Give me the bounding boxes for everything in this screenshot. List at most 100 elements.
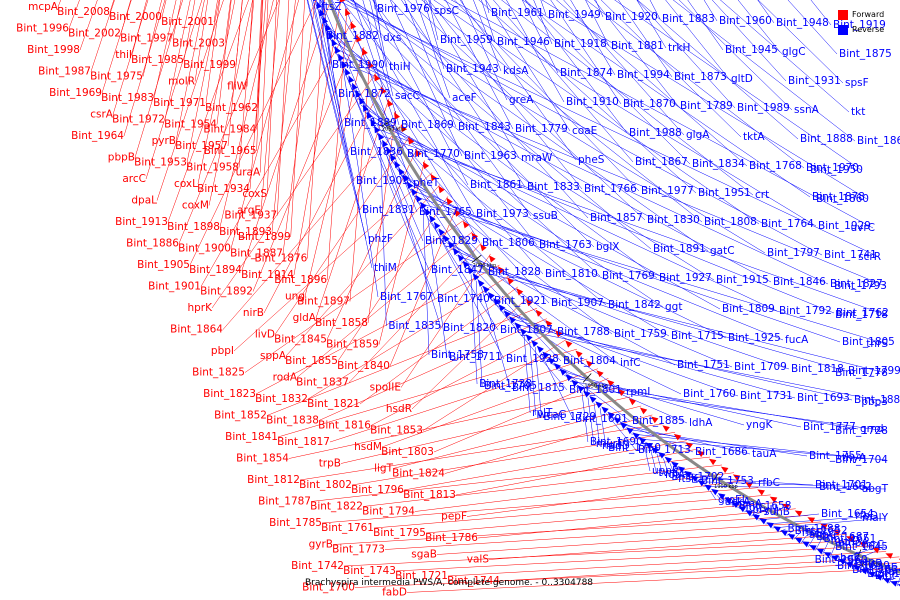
gene-label-reverse: Bint_1741 [824,249,877,261]
gene-arrow [498,304,506,312]
leader-line [112,0,149,115]
leader-line [600,0,742,138]
gene-arrow [684,470,692,478]
gene-label-reverse: Bint_1948 [776,17,829,29]
leader-line [501,0,754,196]
gene-arrow [355,90,362,98]
leader-line [319,0,343,124]
gene-label-reverse: tktA [743,131,765,143]
gene-arrow [362,104,369,112]
gene-arrow [596,370,604,378]
gene-label-forward: Bint_1855 [285,355,338,367]
gene-label-reverse: Bint_1770 [407,148,460,160]
gene-label-reverse: Bint_1762 [836,307,889,319]
gene-label-reverse: Bint_1928 [506,353,559,365]
leader-line [456,255,790,370]
gene-arrow [472,273,480,281]
leader-line [470,274,478,385]
leader-line [271,0,296,233]
leader-line [454,0,640,192]
gene-label-forward: Bint_1823 [203,388,256,400]
leader-line [364,112,721,310]
gene-arrow [525,334,533,342]
gene-label-forward: Bint_1969 [49,87,102,99]
gene-label-reverse: Bint_1789 [680,100,733,112]
gene-label-reverse: gmd [860,423,884,435]
gene-label-reverse: tkt [851,106,865,118]
leader-line [211,72,377,309]
leader-line [310,456,711,502]
leader-line [357,97,607,306]
gene-arrow [420,201,427,210]
gene-label-forward: Bint_1985 [131,54,184,66]
gene-arrow [356,34,362,43]
gene-arrow [757,489,765,496]
gene-arrow [350,21,357,30]
gene-label-reverse: Bint_1715 [671,330,724,342]
gene-label-reverse: Bint_1833 [527,181,580,193]
gene-label-reverse: Bint_1807 [500,324,553,336]
leader-line [296,231,474,378]
gene-arrow [446,197,453,205]
gene-arrow [677,466,686,473]
gene-arrow [429,215,436,223]
leader-line [815,538,822,551]
gene-arrow [607,379,615,387]
gene-label-reverse: Bint_1818 [791,363,844,375]
gene-label-reverse: Bint_1804 [563,355,616,367]
leader-line [422,209,430,356]
leader-line [178,0,280,244]
leader-line [822,540,829,555]
gene-label-forward: Bint_1984 [203,124,256,136]
gene-label-reverse: pryH [752,504,777,516]
leader-line [123,0,166,137]
leader-line [343,540,860,567]
gene-label-reverse: Bint_1806 [482,237,535,249]
leader-line [349,60,371,302]
leader-line [851,557,859,568]
gene-label-reverse: ftsZ [321,1,341,13]
gene-arrow [488,255,496,263]
gene-label-forward: hprK [187,302,213,314]
gene-label-reverse: Bint_1885 [632,415,685,427]
gene-label-reverse: uppP [652,465,678,477]
gene-label-reverse: Bint_1950 [810,164,863,176]
gene-label-forward: rodA [273,372,298,384]
leader-line [224,0,231,44]
gene-arrow [782,503,790,510]
gene-arrow [374,125,381,134]
leader-line [703,485,887,490]
leader-line [359,286,519,405]
gene-label-reverse: ftsK [678,473,699,485]
gene-label-reverse: Bint_1989 [737,102,790,114]
gene-label-reverse: Bint_1874 [560,67,613,79]
gene-label-forward: Bint_1813 [403,489,456,501]
leader-line [587,397,595,445]
leader-line [450,0,874,229]
gene-label-forward: spoIIE [370,382,401,394]
tick-label: 2000 kbp [473,263,497,269]
gene-label-reverse: glgA [686,129,710,141]
gene-label-reverse: crt [755,189,769,201]
leader-line [384,521,822,550]
gene-label-reverse: thiH [389,61,411,73]
gene-label-reverse: Bint_1701 [815,479,868,491]
gene-label-reverse: Bint_1728 [835,425,888,437]
gene-label-reverse: Bint_1973 [476,208,529,220]
leader-line [360,105,664,308]
leader-line [257,0,263,109]
gene-label-reverse: kdsA [503,65,529,77]
gene-arrow [601,406,609,414]
gene-label-reverse: pheT [413,177,440,189]
leader-line [425,501,784,534]
gene-arrow [313,0,317,2]
gene-label-forward: molR [168,76,195,88]
leader-line [529,341,536,416]
gene-arrow [325,23,331,32]
gene-arrow [565,340,573,348]
leader-line [348,242,482,383]
leader-line [447,551,887,577]
leader-line [332,515,809,545]
gene-label-forward: Bint_1852 [214,410,267,422]
gene-label-reverse: rplT [532,407,553,419]
